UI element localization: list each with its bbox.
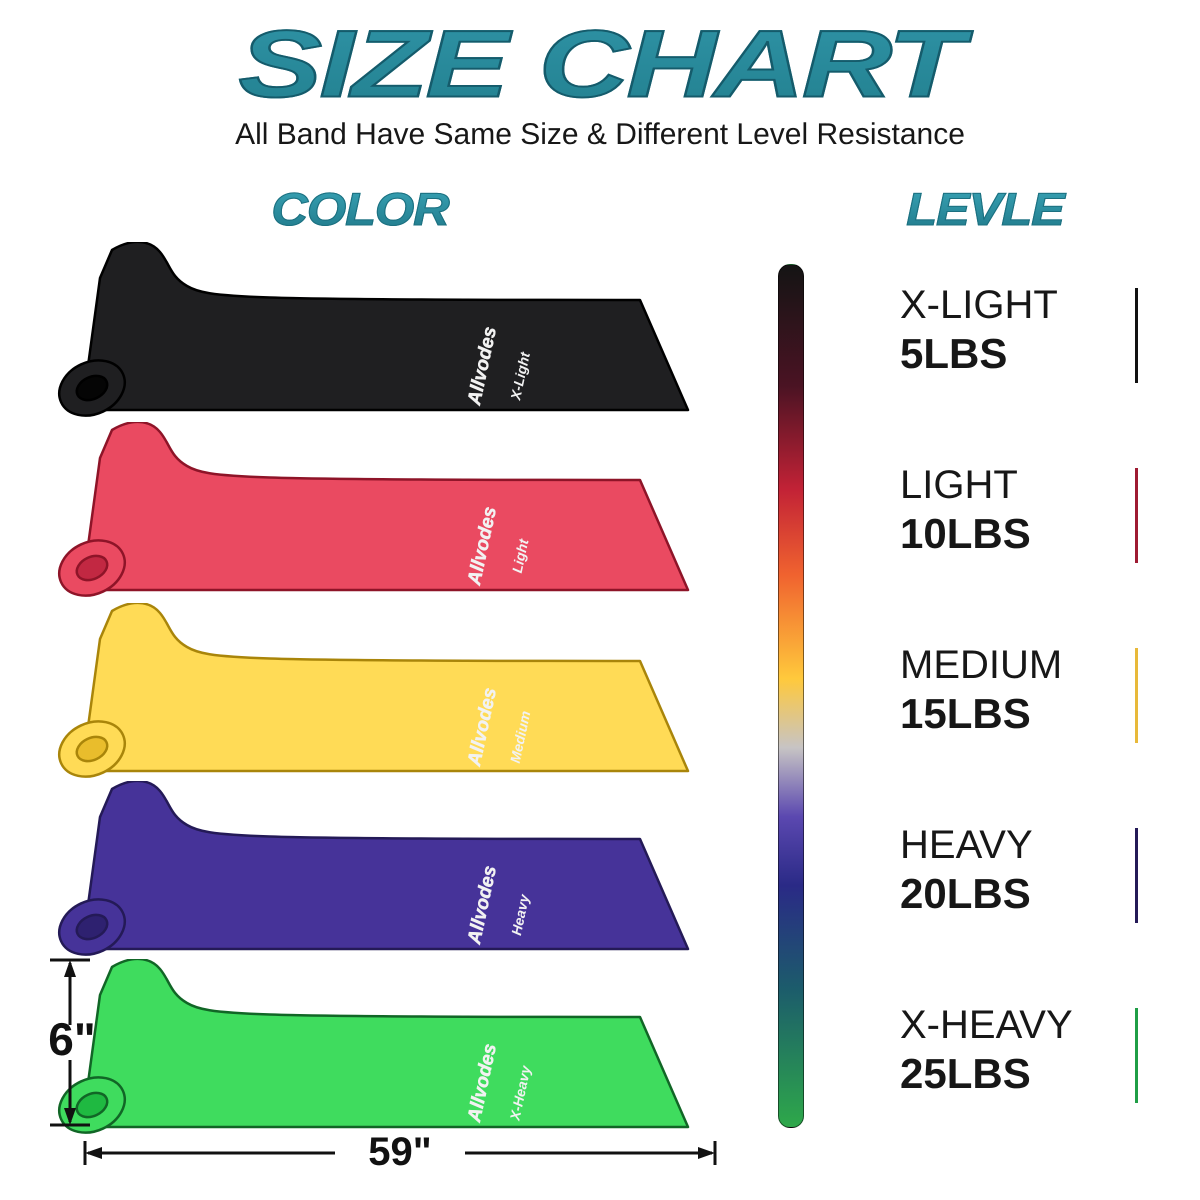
svg-text:59": 59" <box>368 1135 431 1174</box>
svg-text:6": 6" <box>48 1013 95 1065</box>
